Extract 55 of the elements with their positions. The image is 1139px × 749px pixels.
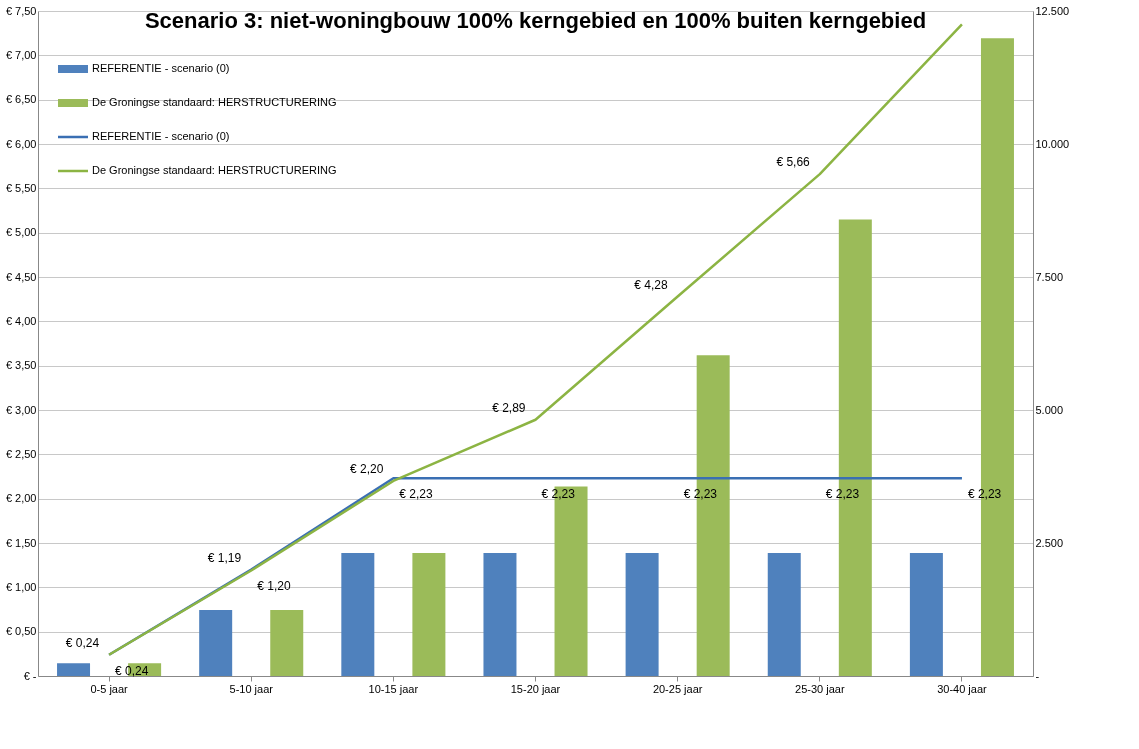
y-tick-label: € 5,50 bbox=[5, 181, 37, 194]
bar bbox=[696, 355, 730, 676]
bar bbox=[412, 553, 446, 676]
y-tick-label: € 1,50 bbox=[5, 536, 37, 549]
y-tick-label: € 7,00 bbox=[5, 48, 37, 61]
y-tick-label: € 1,00 bbox=[5, 580, 37, 593]
y-tick-label: € 7,50 bbox=[5, 4, 37, 17]
chart-title: Scenario 3: niet-woningbouw 100% kerngebied en 100% buiten kerngebied bbox=[144, 8, 927, 33]
legend-label: REFERENTIE - scenario (0) bbox=[92, 130, 230, 142]
y-tick-label: € 4,50 bbox=[5, 270, 37, 283]
bar bbox=[199, 610, 233, 676]
bar bbox=[57, 663, 91, 676]
y-tick-label: € 3,50 bbox=[5, 359, 37, 372]
y2-tick-label: 12.500 bbox=[1035, 4, 1070, 17]
data-label: € 4,28 bbox=[634, 277, 668, 292]
data-label: € 2,20 bbox=[349, 461, 384, 476]
y2-tick-label: 2.500 bbox=[1035, 536, 1064, 549]
bar bbox=[909, 553, 943, 676]
y-tick-label: € 5,00 bbox=[5, 226, 37, 239]
bar bbox=[838, 219, 872, 676]
x-tick-label: 30-40 jaar bbox=[937, 682, 988, 695]
bar bbox=[483, 553, 517, 676]
legend-label: De Groningse standaard: HERSTRUCTURERING bbox=[92, 96, 337, 108]
bar bbox=[625, 553, 659, 676]
bar bbox=[767, 553, 801, 676]
y-tick-label: € 6,00 bbox=[5, 137, 37, 150]
y2-tick-label: - bbox=[1035, 669, 1040, 682]
data-label: € 2,89 bbox=[492, 400, 526, 415]
y-tick-label: € 2,50 bbox=[5, 447, 37, 460]
bar bbox=[554, 486, 588, 676]
legend-label: REFERENTIE - scenario (0) bbox=[92, 62, 230, 74]
data-label: € 1,19 bbox=[207, 551, 242, 566]
bar bbox=[270, 610, 304, 676]
data-label: € 0,24 bbox=[65, 635, 100, 650]
y2-tick-label: 5.000 bbox=[1035, 403, 1064, 416]
x-tick-label: 15-20 jaar bbox=[510, 682, 561, 695]
y-tick-label: € 3,00 bbox=[5, 403, 37, 416]
y-tick-label: € 6,50 bbox=[5, 93, 37, 106]
y-tick-label: € 0,50 bbox=[5, 625, 37, 638]
data-label: € 1,20 bbox=[257, 578, 291, 593]
y2-tick-label: 10.000 bbox=[1035, 137, 1070, 150]
x-tick-label: 10-15 jaar bbox=[368, 682, 419, 695]
x-tick-label: 5-10 jaar bbox=[229, 682, 274, 695]
data-label: € 5,66 bbox=[776, 155, 811, 170]
bar bbox=[341, 553, 375, 676]
y-tick-label: € 2,00 bbox=[5, 492, 37, 505]
x-tick-label: 25-30 jaar bbox=[795, 682, 845, 695]
legend-label: De Groningse standaard: HERSTRUCTURERING bbox=[92, 164, 337, 176]
bar bbox=[980, 38, 1014, 676]
y-tick-label: € 4,00 bbox=[5, 314, 37, 327]
x-tick-label: 0-5 jaar bbox=[90, 682, 129, 695]
data-label: € 2,23 bbox=[399, 487, 434, 502]
y2-tick-label: 7.500 bbox=[1035, 270, 1064, 283]
x-tick-label: 20-25 jaar bbox=[652, 682, 703, 695]
y-tick-label: € - bbox=[23, 669, 37, 682]
